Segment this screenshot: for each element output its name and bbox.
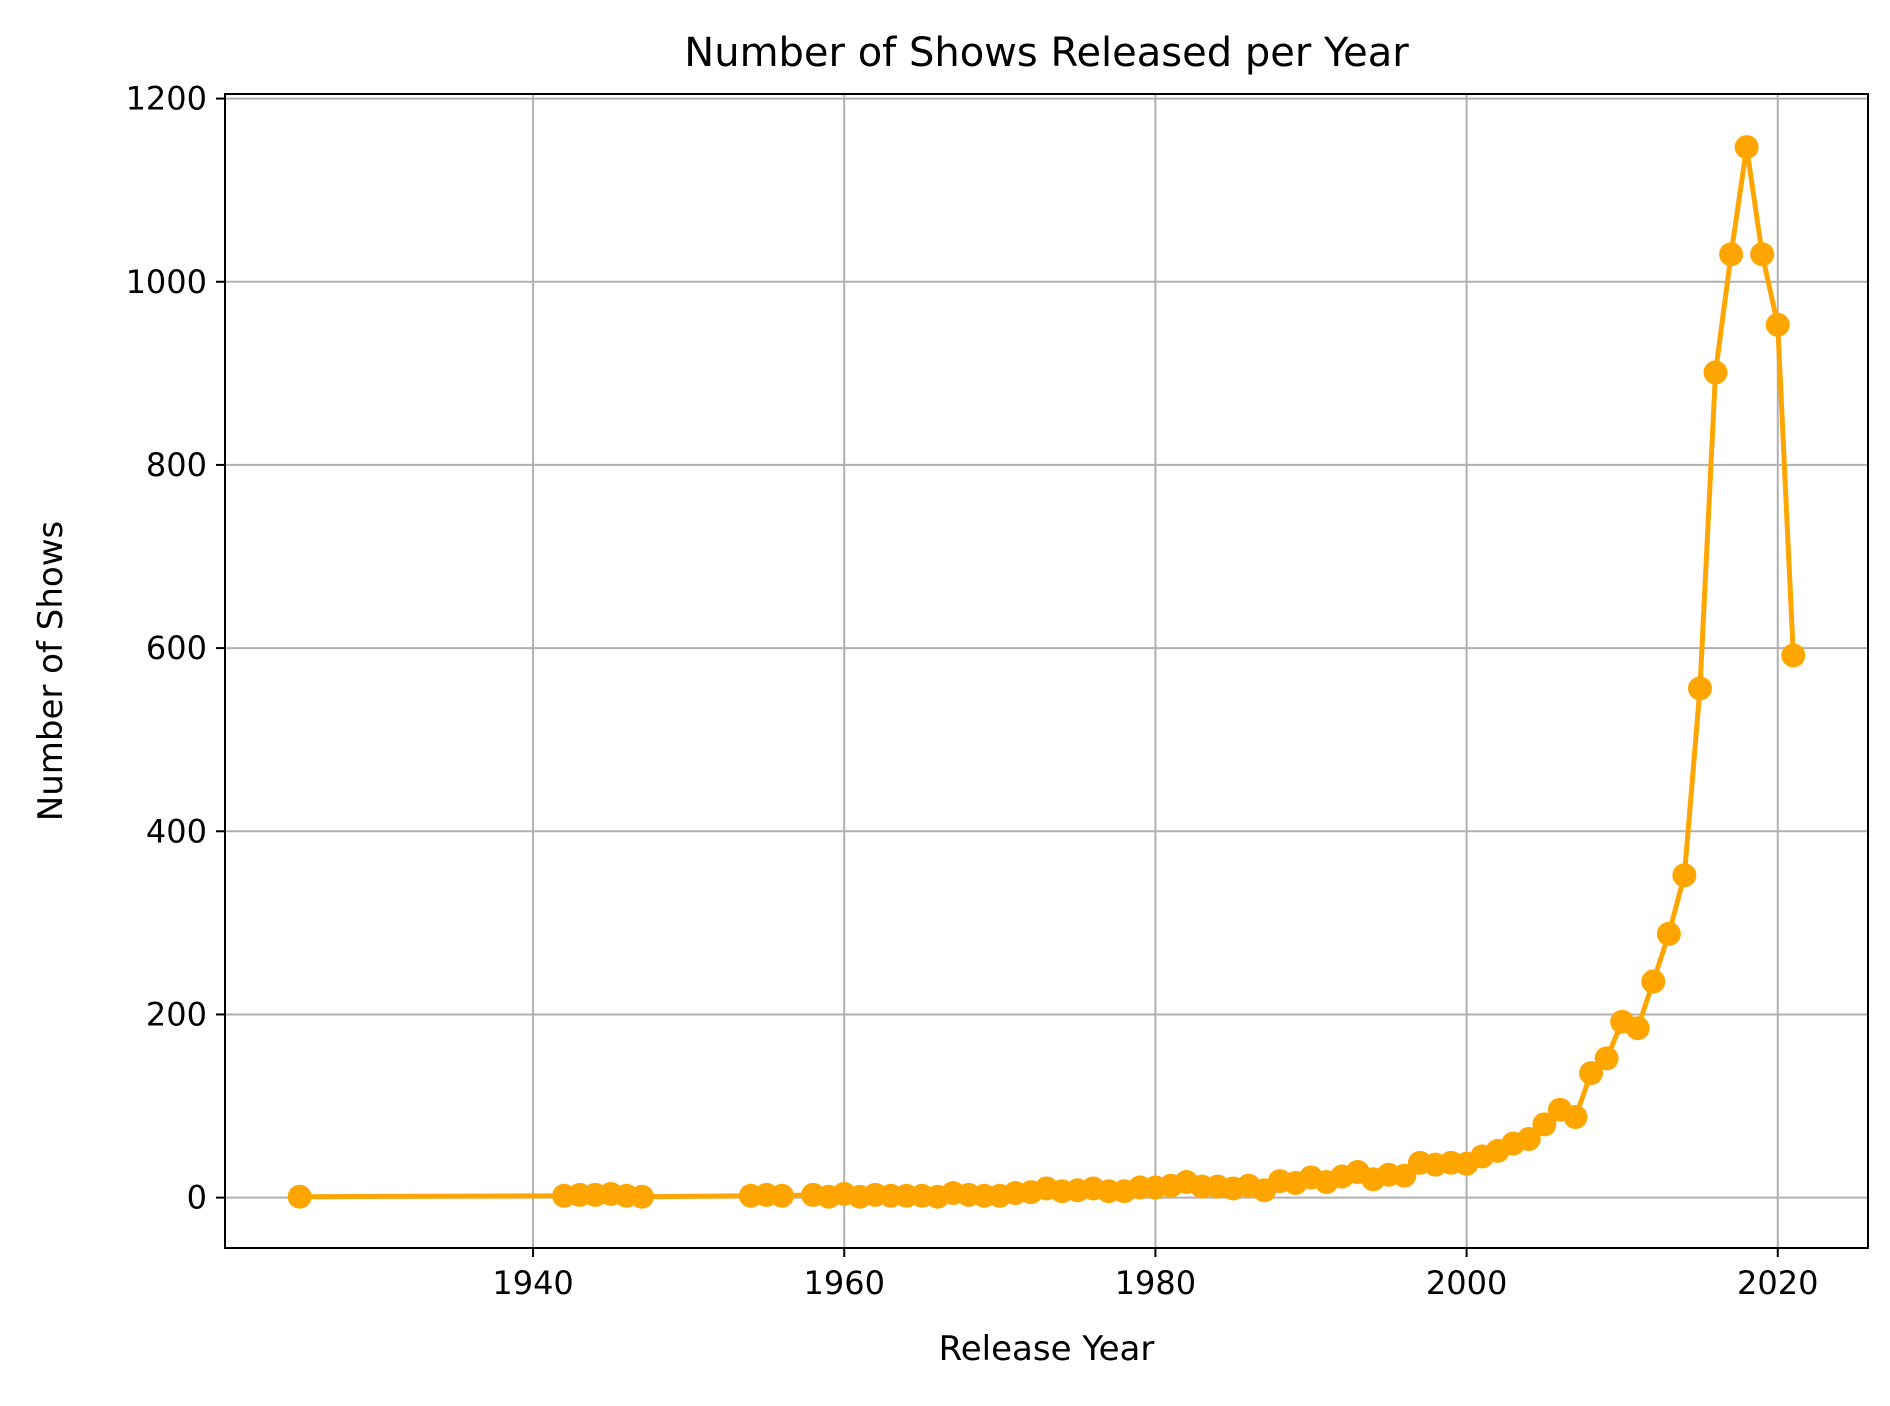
data-point	[1579, 1061, 1604, 1086]
x-tick-label: 1960	[804, 1264, 885, 1302]
data-point	[1734, 135, 1759, 160]
data-point	[1532, 1112, 1557, 1137]
series-layer	[287, 135, 1806, 1209]
y-tick-label: 1200	[126, 80, 207, 118]
data-point	[1656, 921, 1681, 946]
data-point	[1594, 1046, 1619, 1071]
y-tick-label: 200	[146, 995, 207, 1033]
y-tick-label: 400	[146, 812, 207, 850]
data-point	[1781, 643, 1806, 668]
plot-frame	[224, 93, 1869, 1249]
grid-layer	[225, 94, 1868, 1248]
data-point	[1672, 863, 1697, 888]
data-point	[1703, 360, 1728, 385]
data-point	[1765, 312, 1790, 337]
x-tick-label: 1980	[1115, 1264, 1196, 1302]
y-tick-label: 600	[146, 629, 207, 667]
y-tick-label: 800	[146, 446, 207, 484]
x-tick-label: 2020	[1737, 1264, 1818, 1302]
data-point	[1563, 1105, 1588, 1130]
data-point	[770, 1183, 795, 1208]
data-point	[287, 1184, 312, 1209]
y-tick-label: 1000	[126, 263, 207, 301]
x-axis-title: Release Year	[939, 1329, 1155, 1369]
x-tick-label: 1940	[492, 1264, 573, 1302]
data-point	[1719, 242, 1744, 267]
data-point	[1625, 1016, 1650, 1041]
chart-title: Number of Shows Released per Year	[684, 30, 1409, 76]
data-point	[1687, 676, 1712, 701]
x-tick-label: 2000	[1426, 1264, 1507, 1302]
series-line	[299, 144, 1796, 1200]
data-point	[629, 1184, 654, 1209]
data-point	[1750, 242, 1775, 267]
tick-layer: 1940 1960 1980 2000 2020 0 200 400 600 800 1000 120…	[126, 80, 1819, 1302]
y-axis-title: Number of Shows	[31, 521, 71, 821]
y-tick-label: 0	[187, 1179, 207, 1217]
data-point	[1641, 969, 1666, 994]
data-point	[1516, 1127, 1541, 1152]
